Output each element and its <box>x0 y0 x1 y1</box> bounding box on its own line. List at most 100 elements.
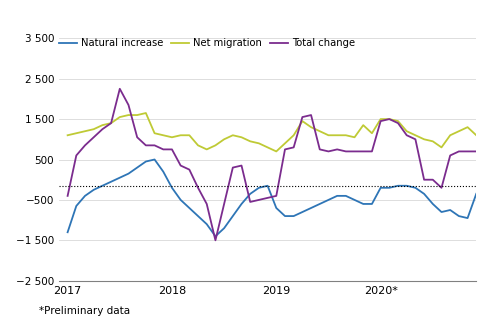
Net migration <box>404 129 409 133</box>
Natural increase <box>82 194 88 198</box>
Total change <box>308 113 314 117</box>
Line: Total change: Total change <box>68 89 476 240</box>
Net migration <box>187 133 192 137</box>
Net migration <box>100 123 106 127</box>
Natural increase <box>291 214 297 218</box>
Total change <box>108 121 114 125</box>
Natural increase <box>152 158 158 161</box>
Net migration <box>334 133 340 137</box>
Legend: Natural increase, Net migration, Total change: Natural increase, Net migration, Total c… <box>59 38 355 48</box>
Net migration <box>256 141 262 145</box>
Total change <box>464 150 470 153</box>
Total change <box>412 137 418 141</box>
Total change <box>65 194 71 198</box>
Net migration <box>421 137 427 141</box>
Net migration <box>438 145 444 149</box>
Natural increase <box>282 214 288 218</box>
Net migration <box>308 125 314 129</box>
Total change <box>152 144 158 147</box>
Natural increase <box>369 202 375 206</box>
Total change <box>134 135 140 139</box>
Total change <box>195 186 201 190</box>
Natural increase <box>143 160 149 163</box>
Net migration <box>126 113 132 117</box>
Natural increase <box>178 198 184 202</box>
Natural increase <box>239 202 245 206</box>
Total change <box>100 127 106 131</box>
Natural increase <box>343 194 349 198</box>
Natural increase <box>108 180 114 184</box>
Net migration <box>369 131 375 135</box>
Net migration <box>395 119 401 123</box>
Net migration <box>178 133 184 137</box>
Total change <box>247 200 253 204</box>
Net migration <box>282 141 288 145</box>
Natural increase <box>256 186 262 190</box>
Total change <box>438 186 444 190</box>
Net migration <box>91 127 97 131</box>
Net migration <box>169 135 175 139</box>
Natural increase <box>404 184 409 188</box>
Line: Net migration: Net migration <box>68 113 476 152</box>
Natural increase <box>100 184 106 188</box>
Natural increase <box>65 230 71 234</box>
Net migration <box>456 129 462 133</box>
Natural increase <box>187 206 192 210</box>
Natural increase <box>412 186 418 190</box>
Total change <box>230 166 236 169</box>
Natural increase <box>117 176 123 180</box>
Total change <box>360 150 366 153</box>
Net migration <box>143 111 149 115</box>
Natural increase <box>395 184 401 188</box>
Total change <box>73 153 79 157</box>
Natural increase <box>230 214 236 218</box>
Net migration <box>473 133 479 137</box>
Total change <box>326 150 331 153</box>
Natural increase <box>160 170 166 174</box>
Natural increase <box>247 192 253 196</box>
Net migration <box>412 133 418 137</box>
Natural increase <box>421 192 427 196</box>
Net migration <box>239 135 245 139</box>
Natural increase <box>360 202 366 206</box>
Total change <box>386 117 392 121</box>
Net migration <box>82 129 88 133</box>
Net migration <box>265 145 271 149</box>
Natural increase <box>447 208 453 212</box>
Total change <box>143 144 149 147</box>
Total change <box>282 147 288 151</box>
Net migration <box>291 133 297 137</box>
Natural increase <box>438 210 444 214</box>
Net migration <box>447 133 453 137</box>
Natural increase <box>195 214 201 218</box>
Natural increase <box>134 166 140 169</box>
Natural increase <box>456 214 462 218</box>
Net migration <box>204 147 210 151</box>
Net migration <box>317 129 323 133</box>
Natural increase <box>352 198 357 202</box>
Net migration <box>378 117 383 121</box>
Net migration <box>273 150 279 153</box>
Total change <box>430 178 436 182</box>
Natural increase <box>300 210 305 214</box>
Net migration <box>108 121 114 125</box>
Total change <box>178 164 184 167</box>
Total change <box>352 150 357 153</box>
Total change <box>473 150 479 153</box>
Net migration <box>73 131 79 135</box>
Natural increase <box>386 186 392 190</box>
Natural increase <box>430 202 436 206</box>
Natural increase <box>213 234 218 238</box>
Text: *Preliminary data: *Preliminary data <box>39 306 131 316</box>
Total change <box>334 147 340 151</box>
Total change <box>300 115 305 119</box>
Natural increase <box>221 226 227 230</box>
Total change <box>404 133 409 137</box>
Total change <box>213 238 218 242</box>
Total change <box>447 153 453 157</box>
Natural increase <box>265 184 271 188</box>
Total change <box>456 150 462 153</box>
Net migration <box>152 131 158 135</box>
Net migration <box>230 133 236 137</box>
Natural increase <box>169 186 175 190</box>
